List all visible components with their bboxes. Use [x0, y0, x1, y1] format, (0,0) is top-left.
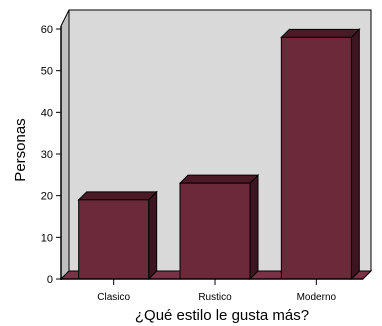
- y-tick-label: 60: [41, 24, 53, 36]
- y-tick-label: 40: [41, 107, 53, 119]
- bar-side: [350, 28, 360, 281]
- y-tick-label: 30: [41, 149, 53, 161]
- bar-side: [148, 190, 158, 281]
- bars: [77, 28, 361, 281]
- bar-top: [77, 191, 158, 201]
- x-axis: Clasico Rustico Moderno: [61, 278, 363, 303]
- left-wall: [60, 9, 70, 281]
- bar-front: [179, 182, 251, 280]
- bar-top: [280, 28, 361, 38]
- bar-front: [280, 36, 352, 280]
- bar-front: [78, 199, 150, 280]
- x-axis-title: ¿Qué estilo le gusta más?: [135, 307, 309, 324]
- bar-side: [249, 173, 259, 281]
- bar: [280, 28, 361, 281]
- y-tick-label: 10: [41, 232, 53, 244]
- bar: [77, 190, 158, 281]
- y-axis-title: Personas: [12, 118, 29, 181]
- y-tick-label: 0: [47, 274, 53, 286]
- bar-top: [178, 174, 260, 184]
- x-tick-label: Moderno: [297, 292, 337, 303]
- bar: [178, 173, 260, 281]
- y-axis: 0 10 20 30 40 50 60: [41, 24, 62, 286]
- y-tick-label: 20: [41, 191, 53, 203]
- x-tick-label: Rustico: [198, 292, 232, 303]
- y-tick-label: 50: [41, 66, 53, 78]
- x-tick-label: Clasico: [97, 292, 130, 303]
